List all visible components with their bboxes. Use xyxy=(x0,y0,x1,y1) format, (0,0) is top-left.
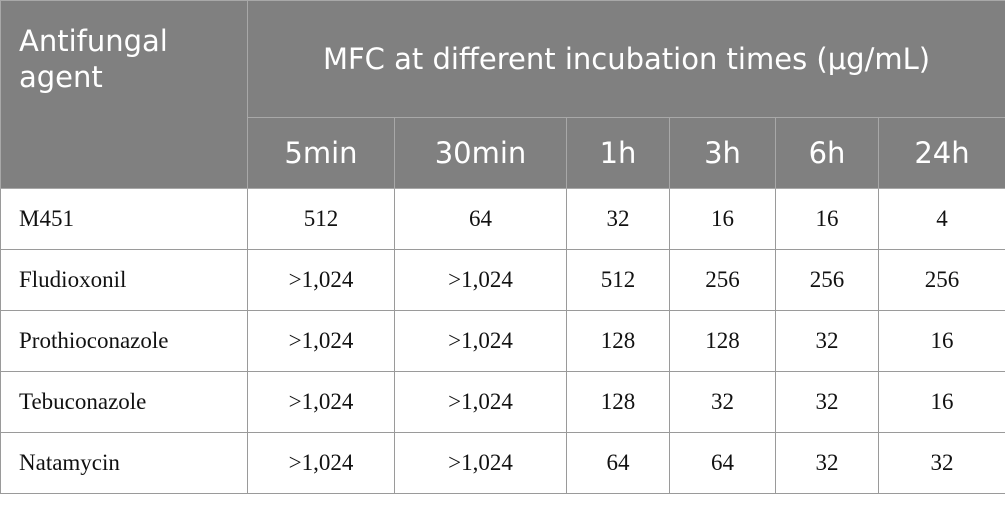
cell: 256 xyxy=(669,249,776,311)
group-header: MFC at different incubation times (μg/mL… xyxy=(246,0,1005,118)
cell: 32 xyxy=(775,310,879,372)
cell: 128 xyxy=(566,310,670,372)
column-header-row: 5min 30min 1h 3h 6h 24h xyxy=(1,117,1005,189)
cell: 256 xyxy=(775,249,879,311)
table-row: M451 512 64 32 16 16 4 xyxy=(0,188,1005,250)
cell: >1,024 xyxy=(247,249,395,311)
agent-header: Antifungal agent xyxy=(0,0,248,189)
column-header: 24h xyxy=(877,117,1005,189)
column-header: 30min xyxy=(394,117,567,189)
row-label: Fludioxonil xyxy=(0,249,248,311)
cell: >1,024 xyxy=(394,310,567,372)
cell: 16 xyxy=(877,310,1005,372)
mfc-table: Antifungal agent MFC at different incuba… xyxy=(0,0,1005,494)
cell: 512 xyxy=(566,249,670,311)
column-header: 1h xyxy=(566,117,670,189)
row-label: Prothioconazole xyxy=(0,310,248,372)
cell: >1,024 xyxy=(394,371,567,433)
table-body: M451 512 64 32 16 16 4 Fludioxonil >1,024 >1,024 5… xyxy=(0,188,1005,494)
cell: >1,024 xyxy=(247,432,395,494)
row-label: M451 xyxy=(0,188,248,250)
cell: 32 xyxy=(669,371,776,433)
column-header: 5min xyxy=(247,117,395,189)
cell: 64 xyxy=(394,188,567,250)
cell: >1,024 xyxy=(247,310,395,372)
cell: 32 xyxy=(775,371,879,433)
row-label: Tebuconazole xyxy=(0,371,248,433)
column-header: 6h xyxy=(775,117,879,189)
table-row: Prothioconazole >1,024 >1,024 128 128 32 16 xyxy=(0,310,1005,372)
table-row: Tebuconazole >1,024 >1,024 128 32 32 16 xyxy=(0,371,1005,433)
cell: 32 xyxy=(775,432,879,494)
cell: 64 xyxy=(566,432,670,494)
cell: 16 xyxy=(669,188,776,250)
table-row: Fludioxonil >1,024 >1,024 512 256 256 256 xyxy=(0,249,1005,311)
cell: >1,024 xyxy=(247,371,395,433)
row-label: Natamycin xyxy=(0,432,248,494)
cell: 256 xyxy=(877,249,1005,311)
cell: 512 xyxy=(247,188,395,250)
table-row: Natamycin >1,024 >1,024 64 64 32 32 xyxy=(0,432,1005,494)
cell: 64 xyxy=(669,432,776,494)
cell: 16 xyxy=(877,371,1005,433)
cell: 128 xyxy=(566,371,670,433)
cell: >1,024 xyxy=(394,249,567,311)
cell: 128 xyxy=(669,310,776,372)
cell: 4 xyxy=(877,188,1005,250)
cell: >1,024 xyxy=(394,432,567,494)
cell: 16 xyxy=(775,188,879,250)
cell: 32 xyxy=(877,432,1005,494)
cell: 32 xyxy=(566,188,670,250)
column-header: 3h xyxy=(669,117,776,189)
